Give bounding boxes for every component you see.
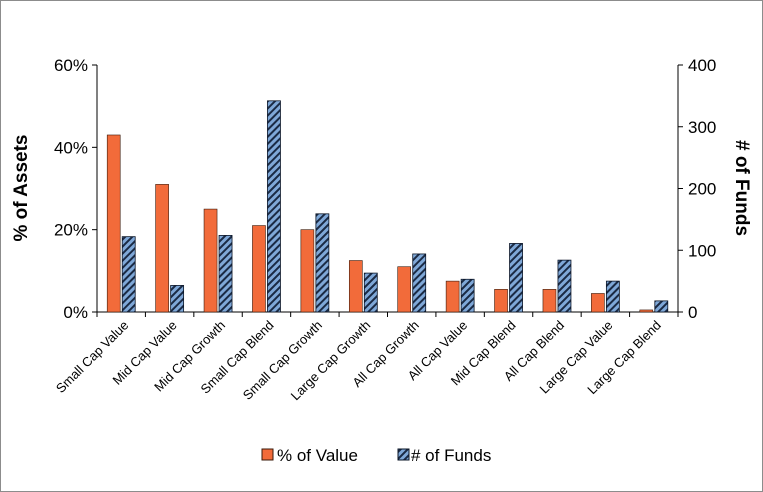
y-tick-label: 40%: [54, 138, 88, 157]
axes: [92, 64, 683, 317]
bar-funds: [121, 236, 136, 313]
y-tick-label: 0%: [63, 303, 88, 322]
legend-label-funds: # of Funds: [411, 446, 491, 465]
bar-value: [348, 260, 363, 313]
bar-value: [445, 280, 460, 313]
y-tick-label: 60%: [54, 56, 88, 75]
y2-axis-title: # of Funds: [731, 140, 752, 236]
bar-value: [300, 229, 315, 313]
bar-value: [203, 208, 218, 313]
y2-tick-label: 200: [688, 180, 716, 199]
bar-funds: [509, 243, 523, 313]
bar-value: [106, 134, 121, 313]
bar-funds: [460, 278, 475, 313]
bar-funds: [170, 285, 185, 313]
legend-swatch-funds: [397, 448, 410, 461]
bar-value: [639, 309, 654, 313]
y-axis-title: % of Assets: [11, 135, 32, 242]
bar-funds: [557, 259, 572, 313]
bars: [106, 100, 669, 313]
bar-value: [542, 289, 557, 313]
bar-value: [155, 184, 169, 313]
legend-label-value: % of Value: [277, 446, 358, 465]
bar-funds: [605, 280, 620, 313]
bar-value: [252, 225, 266, 313]
y2-tick-label: 100: [688, 241, 716, 260]
legend-swatch-value: [261, 448, 274, 461]
y-tick-label: 20%: [54, 221, 88, 240]
bar-funds: [218, 235, 233, 313]
y2-tick-label: 400: [688, 56, 716, 75]
bar-value: [494, 289, 508, 313]
y2-tick-label: 300: [688, 118, 716, 137]
bar-funds: [412, 253, 427, 313]
bar-funds: [654, 300, 669, 313]
bar-funds: [315, 213, 330, 313]
bar-value: [591, 293, 605, 313]
bar-value: [397, 266, 412, 313]
bar-funds: [267, 100, 281, 313]
bar-funds: [363, 272, 378, 313]
y2-tick-label: 0: [688, 303, 697, 322]
legend: % of Value # of Funds: [261, 446, 491, 465]
